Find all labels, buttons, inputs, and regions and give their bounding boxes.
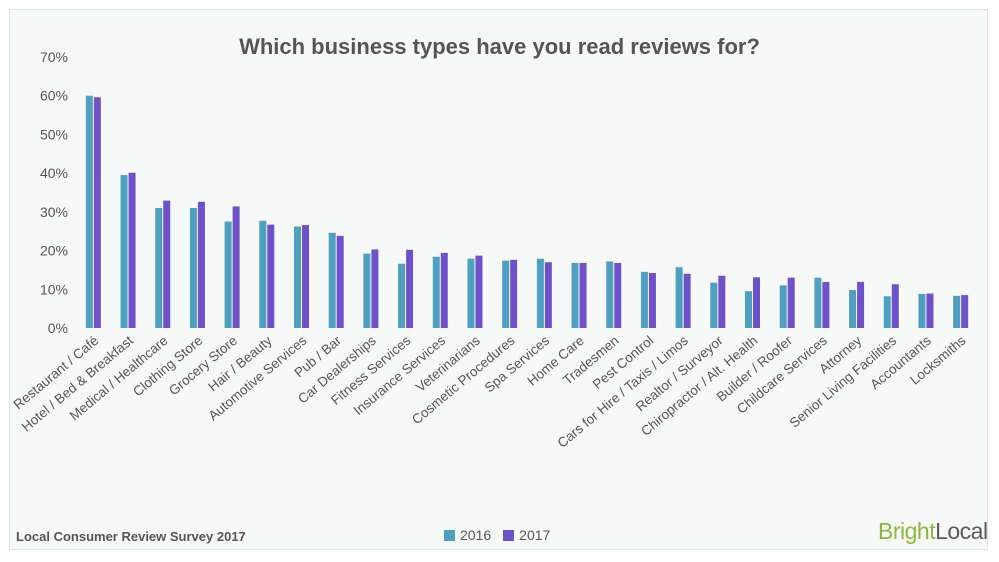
bar-2016 [189, 207, 197, 328]
legend-item-2017: 2017 [503, 527, 550, 543]
bar-2017 [961, 295, 969, 328]
bar-2017 [336, 235, 344, 328]
bar-2016 [536, 258, 544, 328]
bar-2017 [93, 97, 101, 329]
bar-2017 [406, 249, 414, 328]
bar-2016 [883, 296, 891, 328]
y-tick-label: 60% [40, 88, 68, 104]
legend-label-2017: 2017 [519, 527, 551, 543]
bar-2016 [328, 232, 336, 328]
brand-logo-part2: Local [935, 518, 988, 544]
bar-2016 [432, 256, 440, 328]
y-tick-label: 50% [40, 126, 68, 142]
bar-2016 [675, 267, 683, 328]
bar-2016 [745, 291, 752, 328]
brand-logo-part1: Bright [878, 518, 936, 544]
legend-swatch-2016 [444, 529, 455, 541]
bar-2016 [259, 220, 267, 328]
bar-2016 [814, 277, 822, 328]
bar-2017 [579, 262, 587, 328]
bar-2017 [753, 277, 760, 328]
bar-2016 [953, 295, 961, 328]
bar-2016 [85, 95, 93, 328]
chart-title: Which business types have you read revie… [239, 34, 760, 59]
y-tick-label: 70% [40, 49, 68, 65]
bar-2016 [155, 207, 163, 328]
bar-2017 [857, 281, 865, 328]
bar-2016 [294, 226, 301, 328]
bar-2017 [787, 277, 795, 328]
bar-2016 [710, 282, 718, 328]
bar-2016 [571, 262, 579, 328]
bar-2017 [648, 273, 656, 328]
bar-2017 [926, 293, 934, 328]
bar-2016 [918, 293, 926, 328]
bar-2016 [640, 271, 648, 328]
bar-2017 [232, 206, 240, 328]
bar-2017 [614, 262, 622, 328]
bar-2017 [891, 284, 899, 328]
bar-2017 [371, 249, 379, 328]
legend-swatch-2017 [503, 529, 515, 541]
bar-2017 [197, 201, 205, 328]
brand-logo: BrightLocal [878, 518, 988, 545]
legend: 2016 2017 [444, 527, 562, 543]
bar-2016 [502, 260, 510, 328]
bar-2017 [163, 200, 171, 328]
bar-2016 [398, 263, 406, 328]
bar-2017 [440, 252, 448, 328]
bar-2016 [606, 261, 614, 328]
bar-2017 [544, 262, 552, 328]
chart-frame [9, 9, 988, 550]
legend-item-2016: 2016 [444, 527, 491, 543]
y-tick-label: 10% [40, 281, 68, 297]
bar-2016 [467, 258, 475, 328]
bar-2017 [822, 281, 830, 328]
bar-2017 [718, 275, 726, 328]
y-tick-label: 0% [48, 320, 68, 336]
y-tick-label: 30% [40, 204, 68, 220]
bar-2017 [683, 273, 691, 328]
bar-2016 [120, 175, 128, 328]
legend-label-2016: 2016 [460, 527, 492, 543]
bar-2016 [363, 253, 371, 328]
bar-2016 [779, 285, 787, 328]
y-tick-label: 20% [40, 243, 68, 259]
bar-2016 [224, 221, 232, 328]
bar-2017 [267, 224, 275, 328]
bar-2017 [302, 225, 309, 328]
bar-2017 [128, 172, 136, 328]
bar-2017 [510, 259, 518, 328]
bar-2016 [849, 290, 857, 328]
bar-2017 [475, 255, 483, 328]
y-tick-label: 40% [40, 165, 68, 181]
source-note: Local Consumer Review Survey 2017 [16, 529, 246, 544]
